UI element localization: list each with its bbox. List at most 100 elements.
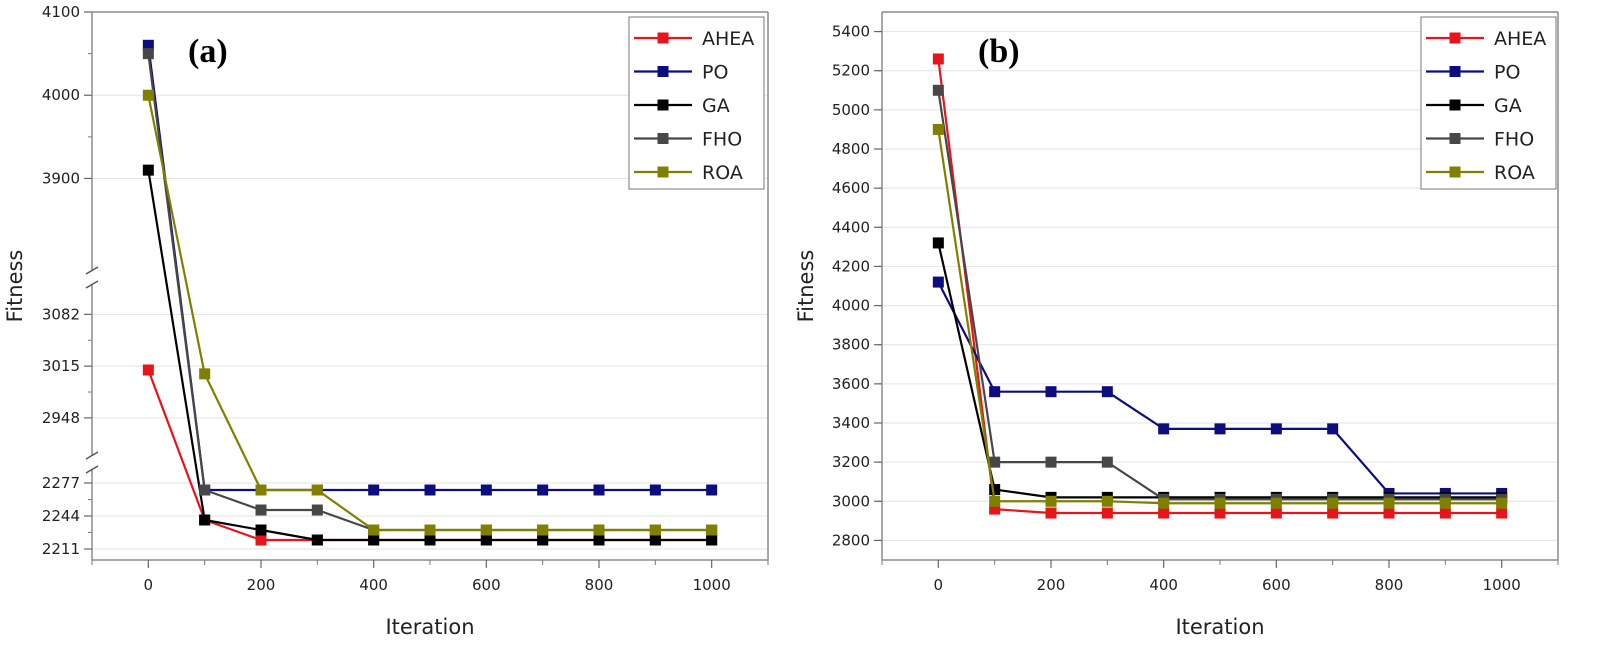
legend-marker-roa bbox=[657, 166, 669, 178]
y-tick-label: 3000 bbox=[832, 492, 870, 510]
data-point-fho bbox=[142, 48, 154, 60]
data-point-roa bbox=[311, 484, 323, 496]
y-tick-label: 3400 bbox=[832, 414, 870, 432]
axis-break-mark bbox=[85, 280, 99, 289]
axis-break-mark bbox=[85, 465, 99, 474]
data-point-roa bbox=[932, 123, 944, 135]
data-point-po bbox=[424, 484, 436, 496]
data-point-fho bbox=[311, 504, 323, 516]
data-point-roa bbox=[1496, 497, 1508, 509]
data-point-ga bbox=[706, 534, 718, 546]
legend-marker-ahea bbox=[1449, 32, 1461, 44]
y-tick-label: 5000 bbox=[832, 101, 870, 119]
y-tick-label: 2948 bbox=[42, 409, 80, 427]
y-tick-label: 3800 bbox=[832, 336, 870, 354]
legend-label-po: PO bbox=[702, 62, 728, 84]
y-tick-label: 4400 bbox=[832, 218, 870, 236]
series-roa bbox=[142, 89, 718, 536]
x-axis-title: Iteration bbox=[385, 615, 474, 639]
data-point-roa bbox=[199, 368, 211, 380]
x-tick-label: 200 bbox=[1037, 576, 1066, 594]
data-point-roa bbox=[649, 524, 661, 536]
series-po bbox=[932, 276, 1508, 499]
legend-label-po: PO bbox=[1494, 62, 1520, 84]
legend-marker-ga bbox=[1449, 99, 1461, 111]
y-tick-label: 4600 bbox=[832, 179, 870, 197]
panel-label: (a) bbox=[188, 33, 228, 70]
legend-box bbox=[1420, 16, 1557, 190]
legend-label-ga: GA bbox=[1494, 95, 1522, 117]
data-point-po bbox=[368, 484, 380, 496]
data-point-roa bbox=[1158, 497, 1170, 509]
data-point-ga bbox=[368, 534, 380, 546]
y-tick-label: 2277 bbox=[42, 474, 80, 492]
legend: AHEA PO GA FHO ROA bbox=[1420, 16, 1557, 190]
y-tick-label: 3600 bbox=[832, 375, 870, 393]
data-point-ga bbox=[199, 514, 211, 526]
data-point-po bbox=[649, 484, 661, 496]
legend-marker-ahea bbox=[657, 32, 669, 44]
legend-label-ahea: AHEA bbox=[1494, 28, 1546, 50]
data-point-ahea bbox=[1439, 507, 1451, 519]
data-point-roa bbox=[989, 495, 1001, 507]
legend-label-fho: FHO bbox=[702, 129, 742, 151]
y-tick-label: 3900 bbox=[42, 169, 80, 187]
data-point-po bbox=[142, 39, 154, 51]
y-axis-title: Fitness bbox=[3, 250, 27, 323]
legend-label-ga: GA bbox=[702, 95, 730, 117]
y-tick-label: 2800 bbox=[832, 531, 870, 549]
data-point-po bbox=[706, 484, 718, 496]
legend-marker-po bbox=[657, 66, 669, 77]
x-tick-label: 800 bbox=[1375, 576, 1404, 594]
x-tick-label: 600 bbox=[472, 576, 501, 594]
data-point-ga bbox=[593, 534, 605, 546]
data-point-roa bbox=[1383, 497, 1395, 509]
y-tick-label: 5400 bbox=[832, 23, 870, 41]
data-point-fho bbox=[255, 504, 267, 516]
legend-label-ahea: AHEA bbox=[702, 28, 754, 50]
legend-label-fho: FHO bbox=[1494, 129, 1534, 151]
x-tick-label: 1000 bbox=[1483, 576, 1521, 594]
x-tick-label: 0 bbox=[144, 576, 154, 594]
data-point-po bbox=[537, 484, 549, 496]
series-ga bbox=[142, 164, 718, 546]
x-tick-label: 600 bbox=[1262, 576, 1291, 594]
data-point-ahea bbox=[1270, 507, 1282, 519]
legend-marker-fho bbox=[1449, 133, 1461, 144]
y-tick-label: 4000 bbox=[42, 86, 80, 104]
series-line-fho bbox=[147, 53, 712, 532]
y-tick-label: 4800 bbox=[832, 140, 870, 158]
series-line-ahea bbox=[147, 369, 712, 542]
data-point-ahea bbox=[1383, 507, 1395, 519]
data-point-po bbox=[1101, 386, 1113, 398]
series-line-roa bbox=[147, 95, 712, 532]
data-point-po bbox=[480, 484, 492, 496]
y-tick-label: 2211 bbox=[42, 540, 80, 558]
y-tick-label: 3015 bbox=[42, 357, 80, 375]
x-tick-label: 0 bbox=[934, 576, 944, 594]
data-point-roa bbox=[537, 524, 549, 536]
data-point-ga bbox=[932, 237, 944, 249]
x-tick-label: 400 bbox=[359, 576, 388, 594]
y-axis-title: Fitness bbox=[794, 250, 818, 323]
data-point-po bbox=[932, 276, 944, 288]
data-point-po bbox=[989, 386, 1001, 398]
y-tick-label: 5200 bbox=[832, 62, 870, 80]
data-point-roa bbox=[1439, 497, 1451, 509]
legend-box bbox=[628, 16, 765, 190]
data-point-ga bbox=[537, 534, 549, 546]
data-point-roa bbox=[706, 524, 718, 536]
legend-marker-fho bbox=[657, 133, 669, 144]
data-point-roa bbox=[424, 524, 436, 536]
data-point-roa bbox=[1101, 495, 1113, 507]
series-line-ahea bbox=[937, 58, 1502, 515]
data-point-ga bbox=[649, 534, 661, 546]
data-point-po bbox=[1327, 423, 1339, 435]
data-point-fho bbox=[989, 456, 1001, 468]
y-tick-label: 4000 bbox=[832, 297, 870, 315]
series-line-fho bbox=[937, 90, 1502, 501]
legend-marker-ga bbox=[657, 99, 669, 111]
data-point-fho bbox=[1101, 456, 1113, 468]
x-tick-label: 200 bbox=[247, 576, 276, 594]
